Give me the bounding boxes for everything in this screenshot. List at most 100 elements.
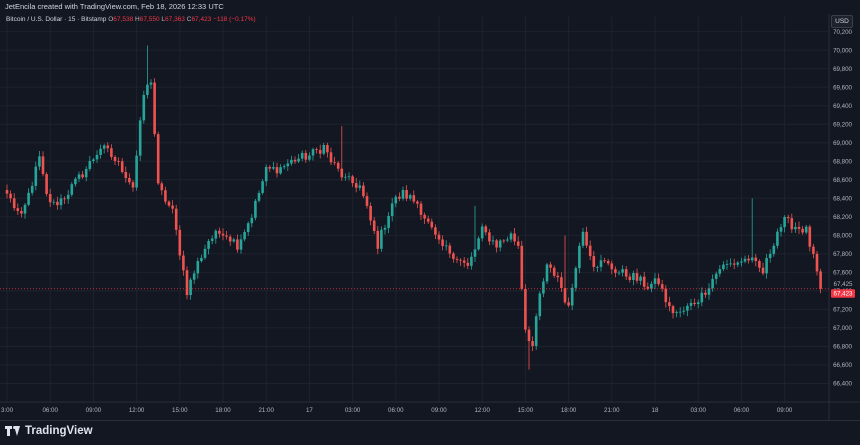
candle-body xyxy=(624,269,628,277)
candle-body xyxy=(171,205,174,209)
candle-body xyxy=(333,162,336,164)
candle-body xyxy=(311,149,315,156)
candle-body xyxy=(610,263,614,270)
candle-body xyxy=(354,183,358,188)
candle-body xyxy=(308,155,311,160)
candle-body xyxy=(808,226,812,247)
candle-body xyxy=(466,262,470,266)
price-chart[interactable]: 66,40066,60066,80067,00067,20067,40067,6… xyxy=(0,0,860,420)
candle-body xyxy=(322,145,326,154)
candle-body xyxy=(142,94,146,121)
candle-body xyxy=(365,196,369,206)
candle-body xyxy=(369,205,372,221)
candle-body xyxy=(671,306,675,314)
candle-body xyxy=(423,214,426,219)
candle-body xyxy=(758,261,761,268)
candle-body xyxy=(725,264,729,265)
candle-body xyxy=(56,201,59,206)
candle-body xyxy=(160,183,164,191)
candle-body xyxy=(394,196,398,204)
candle-body xyxy=(718,269,722,274)
candle-body xyxy=(552,267,556,276)
candle-body xyxy=(786,216,790,219)
x-tick-label: 09:00 xyxy=(777,407,793,414)
candle-body xyxy=(567,302,570,306)
candle-body xyxy=(408,195,412,199)
candle-body xyxy=(516,241,520,246)
candle-body xyxy=(110,148,113,157)
candle-body xyxy=(761,267,765,274)
symbol-label[interactable]: Bitcoin / U.S. Dollar · 15 · Bitstamp xyxy=(6,16,107,23)
candle-body xyxy=(376,230,380,249)
candle-body xyxy=(412,195,416,202)
candle-body xyxy=(570,287,574,306)
candle-body xyxy=(711,278,714,289)
candle-body xyxy=(120,161,124,173)
candle-body xyxy=(441,239,444,246)
last-price-label: 67,425 xyxy=(834,281,853,288)
candle-body xyxy=(473,249,477,257)
y-tick-label: 68,400 xyxy=(833,195,852,202)
candle-body xyxy=(232,239,236,242)
candle-body xyxy=(304,152,308,160)
candle-body xyxy=(513,233,516,242)
candle-body xyxy=(300,152,304,159)
candle-body xyxy=(117,161,120,162)
candle-body xyxy=(246,223,250,233)
candle-body xyxy=(383,227,387,230)
candle-body xyxy=(459,259,462,261)
candle-body xyxy=(434,227,437,235)
close-value: 67,423 xyxy=(191,16,212,23)
x-tick-label: 15:00 xyxy=(172,407,188,414)
candle-body xyxy=(293,159,297,162)
y-tick-label: 66,600 xyxy=(833,362,852,369)
candle-body xyxy=(38,156,41,167)
candle-body xyxy=(502,240,506,242)
candle-body xyxy=(603,260,606,262)
candle-body xyxy=(588,245,592,257)
candle-body xyxy=(84,168,88,178)
candle-body xyxy=(639,276,642,281)
candle-body xyxy=(210,238,214,241)
candle-body xyxy=(221,233,225,236)
candle-body xyxy=(419,203,423,215)
candle-body xyxy=(509,233,513,240)
y-tick-label: 70,000 xyxy=(833,47,852,54)
candle-body xyxy=(149,82,153,85)
candle-body xyxy=(696,302,700,305)
candle-body xyxy=(563,288,567,303)
candle-body xyxy=(668,302,671,307)
candle-body xyxy=(747,258,750,261)
candle-body xyxy=(740,261,743,263)
candle-body xyxy=(542,281,545,294)
candle-body xyxy=(282,166,286,168)
x-tick-label: 03:00 xyxy=(345,407,361,414)
candle-body xyxy=(74,178,77,185)
candle-body xyxy=(426,218,430,222)
x-tick-label: 12:00 xyxy=(474,407,490,414)
candle-body xyxy=(228,236,232,242)
candle-body xyxy=(765,258,768,274)
x-tick-label: 21:00 xyxy=(258,407,274,414)
candle-body xyxy=(257,192,261,201)
x-tick-label: 18:00 xyxy=(215,407,231,414)
x-tick-label: 21:00 xyxy=(604,407,620,414)
ohlc-legend: Bitcoin / U.S. Dollar · 15 · Bitstamp O6… xyxy=(6,16,256,23)
candle-body xyxy=(462,260,466,263)
currency-badge[interactable]: USD xyxy=(831,15,853,28)
candle-body xyxy=(646,286,650,289)
candle-body xyxy=(704,292,707,295)
candle-body xyxy=(614,269,617,273)
x-tick-label: 06:00 xyxy=(734,407,750,414)
candle-body xyxy=(606,260,610,264)
y-tick-label: 68,800 xyxy=(833,158,852,165)
candle-body xyxy=(416,201,419,204)
candle-body xyxy=(556,275,560,278)
x-tick-label: 12:00 xyxy=(129,407,145,414)
candle-body xyxy=(480,226,484,239)
candle-body xyxy=(20,211,23,214)
candle-body xyxy=(45,174,48,195)
tradingview-brand[interactable]: TradingView xyxy=(5,425,93,437)
candle-body xyxy=(268,166,272,169)
candle-body xyxy=(167,201,171,206)
